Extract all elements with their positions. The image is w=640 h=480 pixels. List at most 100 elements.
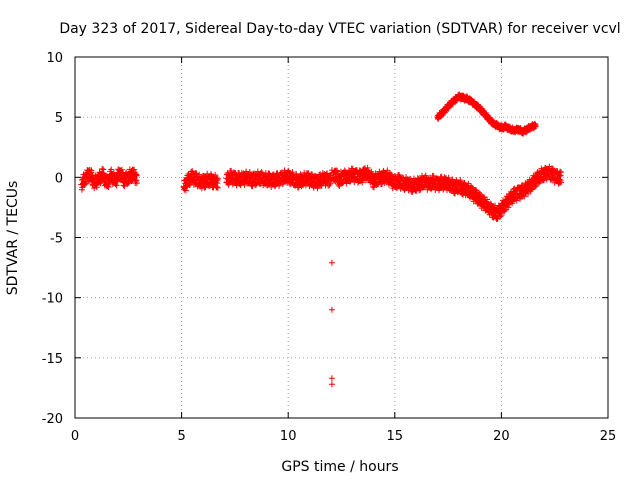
main-band-point [276, 182, 283, 189]
main-band-point [113, 182, 120, 189]
main-band-point [212, 172, 219, 179]
axis-ticks: 0 5 10 15 20 25 10 5 0 -5 -10 -15 -20 [42, 51, 617, 444]
chart-title: Day 323 of 2017, Sidereal Day-to-day VTE… [59, 21, 620, 37]
y-tick-label: 10 [46, 51, 63, 66]
main-band-point [487, 200, 494, 207]
main-band-point [498, 212, 505, 219]
main-band-point [91, 185, 98, 192]
main-band-point [246, 169, 253, 176]
main-band-point [364, 164, 371, 171]
main-band-point [476, 189, 483, 196]
main-band-point [558, 179, 565, 186]
main-band-point [554, 168, 561, 175]
main-band-point [133, 177, 140, 184]
x-tick-label: 0 [71, 429, 79, 444]
main-band-point [517, 195, 524, 202]
main-band-point [521, 193, 528, 200]
main-band-point [457, 177, 464, 184]
main-band-point [497, 213, 504, 220]
main-band-point [214, 175, 221, 182]
main-band-point [379, 180, 386, 187]
data-points [78, 91, 565, 388]
main-band-point [99, 165, 106, 172]
y-axis-title: SDTVAR / TECUs [5, 181, 21, 296]
main-band-point [302, 182, 309, 189]
main-band-point [494, 215, 501, 222]
main-band-point [213, 184, 220, 191]
main-band-point [133, 172, 140, 179]
main-band-point [440, 186, 447, 193]
main-band-point [295, 184, 302, 191]
outlier-point [328, 259, 335, 266]
main-band-point [314, 185, 321, 192]
main-band-point [196, 171, 203, 178]
main-band-point [93, 184, 100, 191]
main-band-point [132, 172, 139, 179]
x-tick-label: 10 [280, 429, 297, 444]
y-tick-label: 5 [55, 111, 63, 126]
x-tick-label: 20 [493, 429, 510, 444]
main-band-point [133, 180, 140, 187]
main-band-point [131, 166, 138, 173]
y-tick-label: 0 [55, 171, 63, 186]
y-tick-label: -10 [42, 292, 63, 307]
main-band-point [413, 187, 420, 194]
main-band-point [193, 170, 200, 177]
outlier-point [328, 306, 335, 313]
main-band-point [469, 184, 476, 191]
main-band-point [452, 190, 459, 197]
main-band-point [384, 167, 391, 174]
main-band-point [558, 169, 565, 176]
main-band-point [182, 187, 189, 194]
main-band-point [449, 176, 456, 183]
main-band-point [105, 183, 112, 190]
upper-arc-point [532, 122, 539, 129]
main-band-point [241, 181, 248, 188]
x-tick-label: 25 [600, 429, 617, 444]
y-tick-label: -5 [50, 232, 63, 247]
y-tick-label: -20 [42, 412, 63, 427]
y-tick-label: -15 [42, 352, 63, 367]
main-band-point [513, 197, 520, 204]
main-band-point [82, 181, 89, 188]
main-band-point [359, 179, 366, 186]
main-band-point [445, 174, 452, 181]
main-band-point [501, 207, 508, 214]
x-axis-title: GPS time / hours [281, 459, 398, 475]
main-band-point [198, 185, 205, 192]
main-band-point [214, 184, 221, 191]
main-band-point [484, 196, 491, 203]
main-band-point [228, 167, 235, 174]
outlier-point [328, 375, 335, 382]
main-band-point [465, 180, 472, 187]
main-band-point [505, 204, 512, 211]
main-band-point [249, 183, 256, 190]
main-band-point [472, 186, 479, 193]
main-band-point [333, 167, 340, 174]
main-band-point [305, 170, 312, 177]
main-band-point [214, 180, 221, 187]
main-band-point [334, 168, 341, 175]
main-band-point [289, 169, 296, 176]
main-band-point [125, 180, 132, 187]
main-band-point [204, 178, 211, 185]
main-band-point [133, 171, 140, 178]
main-band-point [528, 186, 535, 193]
main-band-point [309, 171, 316, 178]
main-band-point [118, 166, 125, 173]
x-tick-label: 15 [387, 429, 404, 444]
main-band-point [480, 194, 487, 201]
main-band-point [120, 182, 127, 189]
x-tick-label: 5 [177, 429, 185, 444]
outlier-point [328, 381, 335, 388]
plot-frame [74, 56, 609, 419]
main-band-point [88, 167, 95, 174]
main-band-point [100, 166, 107, 173]
main-band-point [556, 176, 563, 183]
main-band-point [123, 175, 130, 182]
main-band-point [393, 184, 400, 191]
main-band-point [525, 190, 532, 197]
main-band-point [541, 177, 548, 184]
main-band-point [108, 166, 115, 173]
